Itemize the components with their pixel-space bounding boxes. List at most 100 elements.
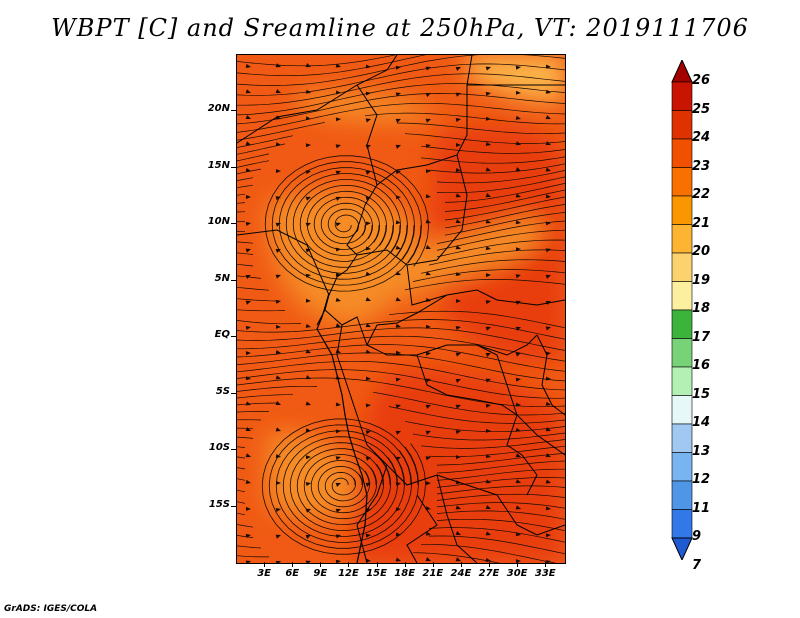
lon-tick xyxy=(348,562,350,567)
streamline xyxy=(237,489,246,493)
streamline-arrow xyxy=(335,144,341,149)
streamline xyxy=(436,220,565,244)
streamline-arrow xyxy=(305,455,311,460)
streamline xyxy=(275,430,413,543)
streamline-arrow xyxy=(275,274,281,279)
streamline xyxy=(237,524,254,528)
streamline xyxy=(436,460,565,474)
streamline-arrow xyxy=(545,453,551,458)
streamline-arrow xyxy=(275,375,281,380)
lat-tick xyxy=(231,392,236,394)
streamline-arrow xyxy=(335,559,341,563)
streamline xyxy=(364,112,565,125)
streamline xyxy=(237,73,565,106)
streamline xyxy=(396,122,565,135)
streamline-arrow xyxy=(425,557,431,562)
streamline xyxy=(237,193,246,196)
streamline-arrow xyxy=(335,349,341,354)
streamline-arrow xyxy=(425,245,431,250)
streamline xyxy=(444,183,565,203)
streamline-arrow xyxy=(305,560,311,563)
streamline-arrow xyxy=(305,323,311,328)
streamline xyxy=(444,196,565,221)
streamline-arrow xyxy=(515,453,521,458)
map-panel xyxy=(236,54,566,564)
colorbar-label: 26 xyxy=(692,73,711,88)
colorbar-box xyxy=(671,167,693,197)
streamline-arrow xyxy=(335,323,341,328)
streamline-arrow xyxy=(515,141,521,146)
lon-tick-label: 27E xyxy=(478,568,500,579)
streamline-arrow xyxy=(425,404,431,409)
streamline-arrow xyxy=(545,141,551,146)
colorbar-label: 12 xyxy=(692,472,711,487)
streamline-arrow xyxy=(395,323,401,328)
streamline xyxy=(420,145,565,154)
streamline xyxy=(237,327,565,351)
streamline-arrow xyxy=(515,90,521,95)
streamline-arrow xyxy=(515,427,521,432)
streamline xyxy=(237,93,565,125)
lon-tick-label: 15E xyxy=(366,568,387,579)
colorbar-label: 13 xyxy=(692,443,711,459)
streamline-arrow xyxy=(545,376,551,381)
streamline xyxy=(237,320,302,325)
streamline-arrow xyxy=(395,170,401,175)
streamline-arrow xyxy=(455,245,461,250)
streamline-arrow xyxy=(485,193,491,198)
colorbar-box xyxy=(671,281,693,311)
streamline-arrow xyxy=(515,505,521,510)
streamline xyxy=(237,252,254,255)
streamline xyxy=(404,279,565,291)
streamline-arrow xyxy=(545,248,551,253)
streamline xyxy=(237,555,269,558)
streamline-arrow xyxy=(425,169,431,174)
streamline-arrow xyxy=(245,479,251,484)
streamline-arrow xyxy=(335,222,341,227)
colorbar-box xyxy=(671,395,693,425)
streamline-arrow xyxy=(305,298,311,303)
streamline xyxy=(436,468,565,481)
streamline xyxy=(237,402,278,406)
colorbar-label: 11 xyxy=(692,500,711,516)
streamline-arrow xyxy=(485,141,491,146)
lat-tick xyxy=(231,449,236,451)
streamline xyxy=(372,391,565,416)
streamline-arrow xyxy=(275,324,281,329)
streamline xyxy=(271,161,422,286)
lat-tick-label: 15S xyxy=(208,498,230,510)
streamline-arrow xyxy=(395,507,401,512)
streamline xyxy=(237,102,565,133)
streamline-arrow xyxy=(485,403,491,408)
streamline-arrow xyxy=(455,143,461,148)
streamline-arrow xyxy=(245,221,251,226)
streamline-arrow xyxy=(425,92,431,97)
streamline-arrow xyxy=(365,91,371,96)
streamline-arrow xyxy=(275,349,281,354)
streamline-arrow xyxy=(335,297,341,302)
colorbar-label: 17 xyxy=(692,329,711,345)
lon-tick xyxy=(489,562,491,567)
lat-tick-label: 10S xyxy=(208,442,230,454)
streamline-arrow xyxy=(305,170,311,175)
streamline-arrow xyxy=(515,65,521,70)
streamline xyxy=(428,535,565,555)
streamline xyxy=(313,196,381,251)
colorbar-box xyxy=(671,509,693,539)
streamline xyxy=(237,446,246,448)
streamline xyxy=(428,249,565,266)
colorbar-min-arrow xyxy=(671,537,693,560)
footer-credit: GrADS: IGES/COLA xyxy=(4,604,98,614)
streamline-arrow xyxy=(305,401,311,406)
lon-tick-label: 9E xyxy=(313,568,328,579)
streamline xyxy=(237,83,565,116)
streamline xyxy=(237,535,254,538)
lat-tick-label: 5S xyxy=(215,385,230,397)
streamline xyxy=(237,177,254,181)
streamline-arrow xyxy=(515,352,521,357)
streamline-arrow xyxy=(305,349,311,354)
streamline-arrow xyxy=(485,246,491,251)
streamline-arrow xyxy=(515,326,521,331)
streamline xyxy=(412,432,565,441)
streamline xyxy=(436,477,565,488)
